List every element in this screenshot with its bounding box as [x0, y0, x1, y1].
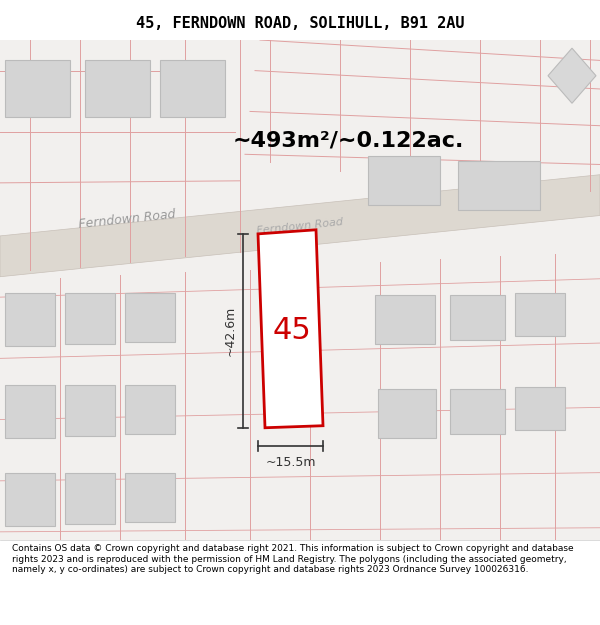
Text: ~15.5m: ~15.5m: [265, 456, 316, 469]
Bar: [65, 472, 115, 524]
Bar: [125, 293, 175, 342]
Bar: [65, 293, 115, 344]
Bar: [368, 156, 440, 205]
Bar: [5, 472, 55, 526]
Bar: [125, 385, 175, 434]
Bar: [160, 61, 225, 116]
Text: Ferndown Road: Ferndown Road: [78, 208, 176, 231]
Polygon shape: [548, 48, 596, 103]
Text: Map shows position and indicative extent of the property.: Map shows position and indicative extent…: [120, 55, 480, 68]
Bar: [378, 389, 436, 438]
Polygon shape: [0, 175, 600, 277]
Bar: [5, 385, 55, 438]
Text: 45, FERNDOWN ROAD, SOLIHULL, B91 2AU: 45, FERNDOWN ROAD, SOLIHULL, B91 2AU: [136, 16, 464, 31]
Bar: [375, 295, 435, 344]
Bar: [5, 293, 55, 346]
Text: ~42.6m: ~42.6m: [223, 306, 236, 356]
Bar: [450, 295, 505, 340]
Bar: [515, 387, 565, 430]
Text: Ferndown Road: Ferndown Road: [256, 217, 344, 236]
Bar: [5, 61, 70, 116]
Bar: [85, 61, 150, 116]
Bar: [125, 472, 175, 522]
Bar: [458, 161, 540, 211]
Bar: [515, 293, 565, 336]
Text: 45: 45: [272, 316, 311, 346]
Text: ~493m²/~0.122ac.: ~493m²/~0.122ac.: [232, 130, 464, 150]
Text: Contains OS data © Crown copyright and database right 2021. This information is : Contains OS data © Crown copyright and d…: [12, 544, 574, 574]
Bar: [450, 389, 505, 434]
Bar: [65, 385, 115, 436]
Polygon shape: [258, 230, 323, 428]
